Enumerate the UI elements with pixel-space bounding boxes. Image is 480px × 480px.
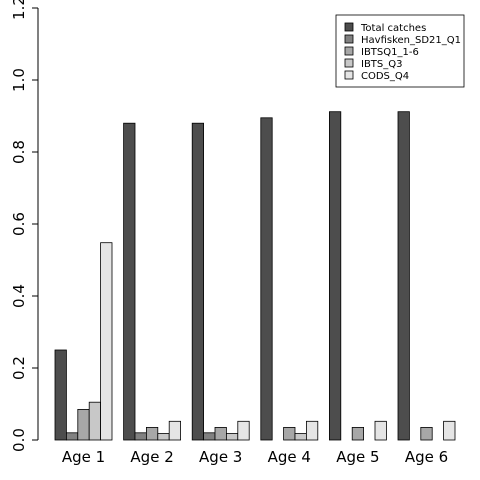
bar-1-0 <box>123 122 136 441</box>
bar-0-3 <box>88 401 101 441</box>
bar-3-0 <box>260 117 273 441</box>
legend-label: IBTSQ1_1-6 <box>361 47 419 58</box>
legend-label: CODS_Q4 <box>361 71 409 82</box>
bar-0-1 <box>66 432 79 441</box>
bar-2-2 <box>214 426 227 441</box>
bar-2-0 <box>191 122 204 441</box>
y-tick-label: 0.4 <box>10 284 28 308</box>
legend-swatch <box>344 58 354 68</box>
legend-swatch <box>344 46 354 56</box>
x-tick-label: Age 2 <box>130 448 173 466</box>
bar-4-0 <box>328 111 342 441</box>
legend-label: Havfisken_SD21_Q1 <box>361 35 461 46</box>
bar-4-4 <box>374 420 387 441</box>
bar-5-0 <box>397 111 410 441</box>
legend-box <box>335 14 465 88</box>
legend-swatch <box>344 22 354 32</box>
x-tick-label: Age 5 <box>336 448 379 466</box>
bar-1-2 <box>145 426 159 441</box>
y-tick-label: 0.2 <box>10 356 28 380</box>
bar-5-2 <box>420 426 433 441</box>
bar-1-4 <box>168 420 181 441</box>
legend-swatch <box>344 34 354 44</box>
bars <box>54 111 456 441</box>
legend-label: Total catches <box>360 23 426 34</box>
x-tick-label: Age 3 <box>199 448 242 466</box>
y-axis: 0.0 0.2 0.4 0.6 0.8 1.0 1.2 <box>10 0 39 452</box>
bar-0-2 <box>77 408 90 441</box>
y-tick-label: 1.0 <box>10 68 28 92</box>
bar-0-4 <box>100 242 113 441</box>
y-tick-label: 0.8 <box>10 140 28 164</box>
bar-1-1 <box>134 432 147 441</box>
bar-2-1 <box>203 432 216 441</box>
x-tick-label: Age 6 <box>405 448 448 466</box>
legend: Total catchesHavfisken_SD21_Q1IBTSQ1_1-6… <box>335 14 465 88</box>
bar-1-3 <box>157 433 170 441</box>
y-tick-label: 1.2 <box>10 0 28 20</box>
y-tick-label: 0.0 <box>10 428 28 452</box>
bar-3-3 <box>294 433 307 441</box>
x-tick-label: Age 4 <box>268 448 311 466</box>
x-tick-label: Age 1 <box>62 448 105 466</box>
bar-5-4 <box>443 420 456 441</box>
bar-2-3 <box>225 433 239 441</box>
bar-2-4 <box>237 420 250 441</box>
bar-3-2 <box>283 426 296 441</box>
legend-swatch <box>344 70 354 80</box>
bar-4-2 <box>351 426 365 441</box>
y-tick-label: 0.6 <box>10 212 28 236</box>
bar-3-4 <box>305 420 319 441</box>
legend-label: IBTS_Q3 <box>361 59 403 70</box>
x-axis-labels: Age 1 Age 2 Age 3 Age 4 Age 5 Age 6 <box>62 448 448 466</box>
bar-0-0 <box>54 349 67 441</box>
